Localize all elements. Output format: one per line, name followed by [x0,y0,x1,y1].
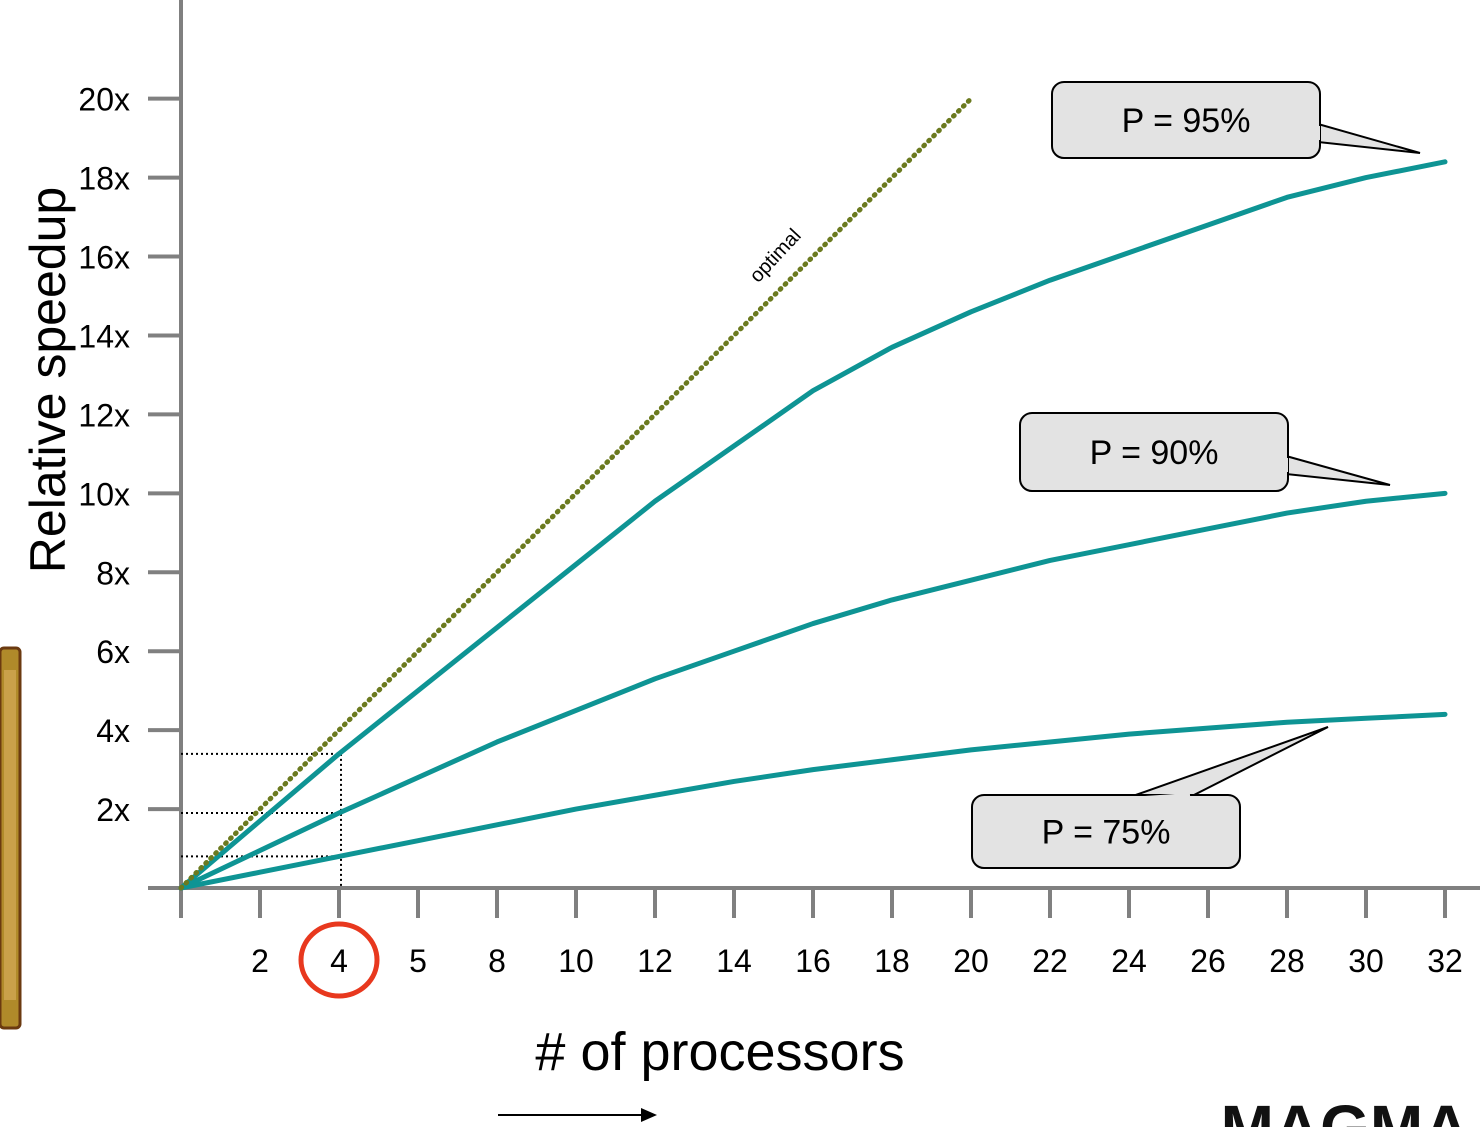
x-tick-label: 22 [1032,943,1068,979]
logo: MAGMA [1221,1092,1470,1127]
y-tick-label: 10x [78,476,130,512]
callout-label: P = 75% [1042,814,1171,852]
y-tick-label: 12x [78,397,130,433]
y-tick-label: 2x [96,792,130,828]
callout-label: P = 90% [1090,434,1219,472]
y-tick-label: 6x [96,634,130,670]
x-tick-label: 10 [558,943,594,979]
y-tick-label: 14x [78,318,130,354]
y-tick-label: 20x [78,82,130,118]
arrow-head [641,1108,657,1122]
y-tick-label: 8x [96,555,130,591]
callout-pointer [1286,456,1390,485]
chip-image-inner [4,670,16,1000]
callout-label: P = 95% [1122,102,1251,140]
x-tick-label: 24 [1111,943,1147,979]
series-line [181,99,971,888]
x-tick-label: 30 [1348,943,1384,979]
x-tick-label: 32 [1427,943,1463,979]
y-axis-label: Relative speedup [20,187,76,573]
x-tick-label: 12 [637,943,673,979]
x-tick-label: 20 [953,943,989,979]
x-tick-label: 16 [795,943,831,979]
x-tick-label: 18 [874,943,910,979]
chart: Relative speedup # of processors MAGMA 2… [0,0,1480,1127]
x-tick-label: 5 [409,943,427,979]
x-tick-label: 8 [488,943,506,979]
x-tick-label: 14 [716,943,752,979]
x-tick-label: 2 [251,943,269,979]
x-tick-label: 28 [1269,943,1305,979]
series-line [181,493,1445,888]
x-tick-label: 26 [1190,943,1226,979]
x-axis-label: # of processors [535,1022,904,1082]
callout-pointer [1130,727,1328,797]
callout-pointer [1318,124,1420,153]
line-label: optimal [746,225,806,287]
y-tick-label: 4x [96,713,130,749]
x-tick-label: 4 [330,943,348,979]
y-tick-label: 18x [78,161,130,197]
series-line [181,162,1445,888]
y-tick-label: 16x [78,240,130,276]
